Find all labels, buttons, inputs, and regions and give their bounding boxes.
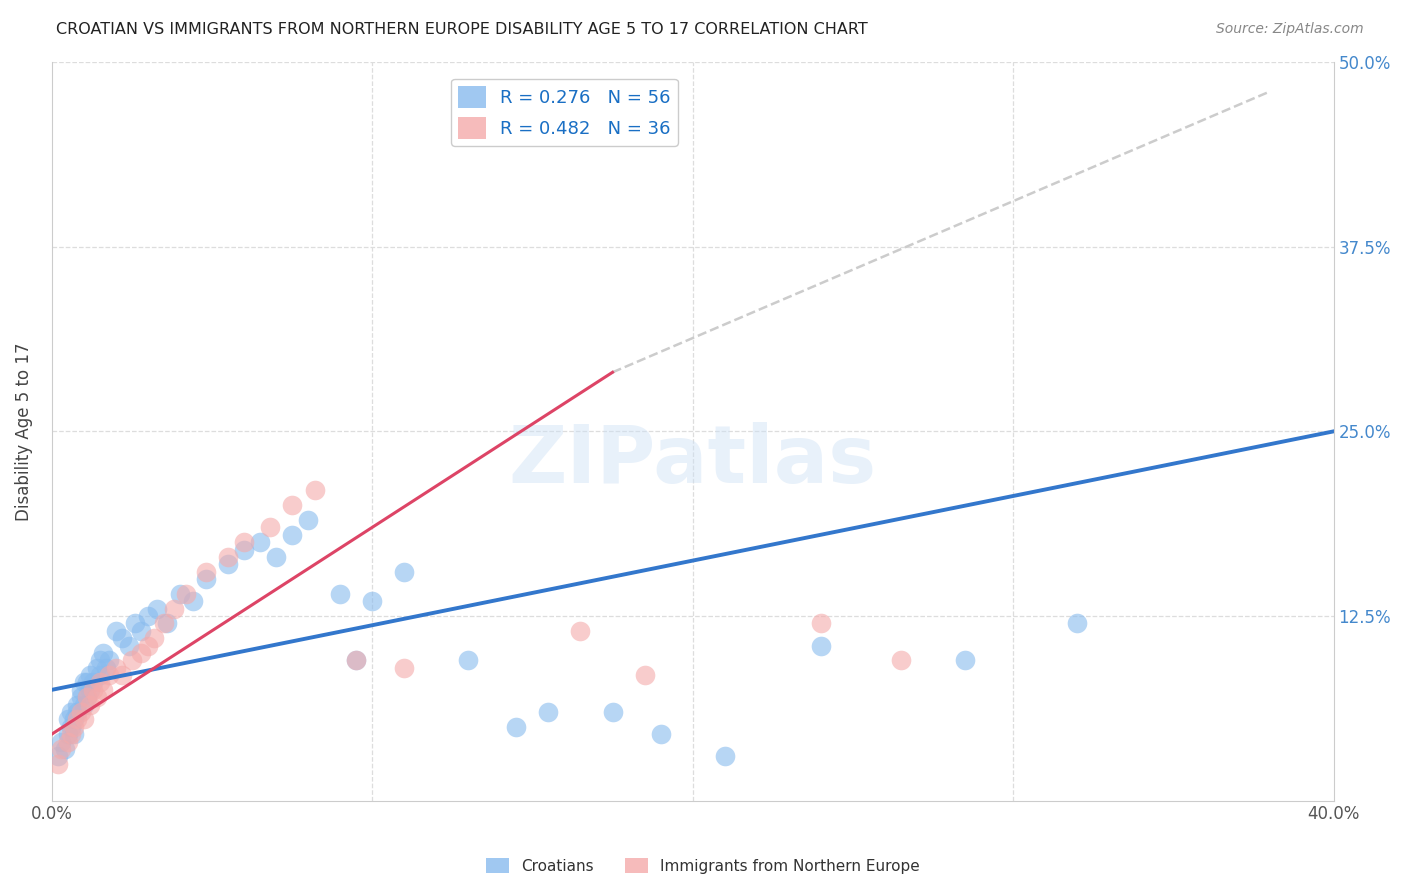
Point [650,727,672,741]
Point [73,675,96,690]
Point [217,558,239,572]
Point [89,653,111,667]
Point [505,720,527,734]
Point [76,675,98,690]
Point [73,712,96,726]
Point [344,653,367,667]
Point [233,535,256,549]
Point [131,646,153,660]
Point [46,756,69,771]
Point [217,549,239,564]
Point [79,698,101,712]
Point [344,653,367,667]
Point [121,653,143,667]
Point [281,528,304,542]
Point [194,565,217,579]
Point [73,698,96,712]
Point [394,565,416,579]
Point [82,682,104,697]
Point [304,483,326,498]
Point [457,653,479,667]
Point [156,616,179,631]
Point [82,675,104,690]
Point [76,690,98,705]
Point [537,705,560,719]
Text: ZIPatlas: ZIPatlas [509,422,877,500]
Point [63,712,86,726]
Point [249,535,271,549]
Point [111,631,134,645]
Point [51,734,73,748]
Point [118,639,141,653]
Point [146,601,169,615]
Point [329,587,352,601]
Point [136,639,159,653]
Point [56,734,79,748]
Point [89,675,111,690]
Point [86,661,108,675]
Point [162,601,184,615]
Point [153,616,176,631]
Point [297,513,319,527]
Point [56,727,79,741]
Point [69,682,91,697]
Point [98,653,121,667]
Point [56,712,79,726]
Point [91,682,114,697]
Point [181,594,204,608]
Text: CROATIAN VS IMMIGRANTS FROM NORTHERN EUROPE DISABILITY AGE 5 TO 17 CORRELATION C: CROATIAN VS IMMIGRANTS FROM NORTHERN EUR… [56,22,868,37]
Point [394,661,416,675]
Point [1066,616,1088,631]
Point [131,624,153,638]
Point [98,668,121,682]
Point [86,690,108,705]
Point [810,639,832,653]
Point [59,727,82,741]
Point [51,742,73,756]
Point [59,720,82,734]
Point [890,653,912,667]
Point [176,587,198,601]
Point [361,594,384,608]
Point [104,624,127,638]
Point [79,682,101,697]
Point [69,690,91,705]
Point [143,631,166,645]
Point [53,742,76,756]
Point [194,572,217,586]
Point [713,749,735,764]
Point [76,690,98,705]
Point [124,616,146,631]
Point [281,498,304,512]
Point [569,624,592,638]
Point [66,705,89,719]
Point [169,587,191,601]
Point [810,616,832,631]
Point [63,727,86,741]
Point [66,698,89,712]
Point [79,668,101,682]
Point [63,720,86,734]
Point [96,661,118,675]
Point [111,668,134,682]
Point [59,705,82,719]
Point [633,668,655,682]
Point [259,520,281,534]
Legend: R = 0.276   N = 56, R = 0.482   N = 36: R = 0.276 N = 56, R = 0.482 N = 36 [451,78,678,146]
Point [91,646,114,660]
Point [46,749,69,764]
Point [66,712,89,726]
Point [69,705,91,719]
Point [104,661,127,675]
Text: Source: ZipAtlas.com: Source: ZipAtlas.com [1216,22,1364,37]
Point [89,668,111,682]
Point [953,653,976,667]
Legend: Croatians, Immigrants from Northern Europe: Croatians, Immigrants from Northern Euro… [481,852,925,880]
Point [233,542,256,557]
Point [264,549,287,564]
Y-axis label: Disability Age 5 to 17: Disability Age 5 to 17 [15,343,32,521]
Point [136,609,159,624]
Point [602,705,624,719]
